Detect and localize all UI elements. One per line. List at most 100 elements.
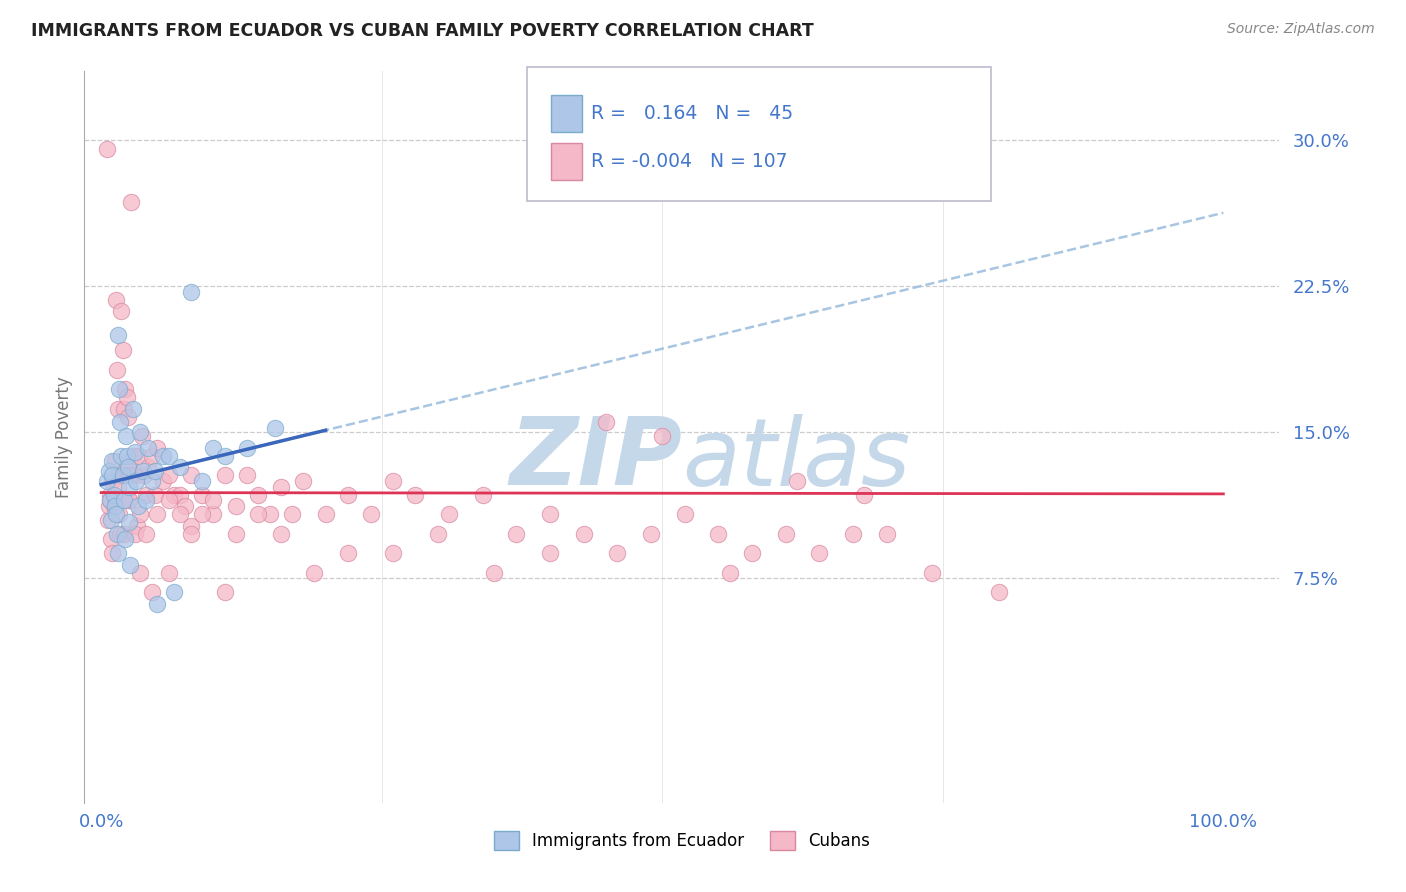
Cubans	[471, 488, 494, 502]
Immigrants from Ecuador	[107, 546, 129, 560]
Immigrants from Ecuador	[214, 449, 236, 463]
Cubans	[110, 304, 132, 318]
Cubans	[98, 493, 121, 508]
Cubans	[115, 390, 138, 404]
Immigrants from Ecuador	[191, 474, 214, 488]
Cubans	[104, 293, 127, 307]
Immigrants from Ecuador	[101, 468, 124, 483]
Cubans	[146, 441, 169, 455]
Immigrants from Ecuador	[110, 416, 132, 430]
Cubans	[876, 526, 898, 541]
Cubans	[132, 468, 155, 483]
Cubans	[141, 449, 163, 463]
Cubans	[381, 474, 404, 488]
Immigrants from Ecuador	[107, 327, 129, 342]
Cubans	[112, 526, 135, 541]
Cubans	[640, 526, 662, 541]
Immigrants from Ecuador	[121, 401, 143, 416]
Cubans	[180, 468, 202, 483]
Cubans	[108, 507, 131, 521]
Cubans	[118, 493, 141, 508]
Cubans	[163, 488, 186, 502]
Cubans	[214, 468, 236, 483]
Cubans	[108, 468, 131, 483]
Immigrants from Ecuador	[118, 480, 141, 494]
Immigrants from Ecuador	[114, 533, 136, 547]
Cubans	[143, 488, 166, 502]
Cubans	[104, 493, 127, 508]
Cubans	[707, 526, 730, 541]
Immigrants from Ecuador	[143, 464, 166, 478]
Cubans	[247, 488, 270, 502]
Cubans	[157, 468, 180, 483]
Immigrants from Ecuador	[118, 515, 141, 529]
Immigrants from Ecuador	[115, 429, 138, 443]
Text: IMMIGRANTS FROM ECUADOR VS CUBAN FAMILY POVERTY CORRELATION CHART: IMMIGRANTS FROM ECUADOR VS CUBAN FAMILY …	[31, 22, 814, 40]
Cubans	[120, 468, 142, 483]
Immigrants from Ecuador	[129, 425, 152, 440]
Cubans	[118, 460, 141, 475]
Immigrants from Ecuador	[115, 449, 138, 463]
Cubans	[169, 507, 191, 521]
Cubans	[128, 449, 150, 463]
Cubans	[169, 488, 191, 502]
Immigrants from Ecuador	[236, 441, 259, 455]
Cubans	[114, 382, 136, 396]
Cubans	[117, 409, 139, 424]
Cubans	[118, 493, 141, 508]
Cubans	[337, 546, 360, 560]
Cubans	[214, 585, 236, 599]
Immigrants from Ecuador	[100, 513, 122, 527]
Cubans	[842, 526, 865, 541]
Y-axis label: Family Poverty: Family Poverty	[55, 376, 73, 498]
Cubans	[304, 566, 326, 580]
Immigrants from Ecuador	[112, 493, 135, 508]
Cubans	[606, 546, 628, 560]
Cubans	[572, 526, 595, 541]
Cubans	[191, 507, 214, 521]
Cubans	[129, 566, 152, 580]
Cubans	[202, 493, 225, 508]
Cubans	[718, 566, 741, 580]
Immigrants from Ecuador	[125, 474, 148, 488]
Immigrants from Ecuador	[111, 468, 134, 483]
Cubans	[101, 546, 124, 560]
Cubans	[135, 488, 157, 502]
Cubans	[538, 546, 561, 560]
Cubans	[111, 343, 134, 358]
Cubans	[651, 429, 673, 443]
Cubans	[437, 507, 460, 521]
Immigrants from Ecuador	[98, 493, 121, 508]
Cubans	[921, 566, 943, 580]
Cubans	[97, 513, 120, 527]
Text: Source: ZipAtlas.com: Source: ZipAtlas.com	[1227, 22, 1375, 37]
Cubans	[157, 493, 180, 508]
Cubans	[180, 526, 202, 541]
Cubans	[180, 518, 202, 533]
Immigrants from Ecuador	[103, 488, 125, 502]
Immigrants from Ecuador	[157, 449, 180, 463]
Cubans	[112, 401, 135, 416]
Immigrants from Ecuador	[104, 507, 127, 521]
Cubans	[482, 566, 505, 580]
Immigrants from Ecuador	[96, 474, 118, 488]
Cubans	[129, 507, 152, 521]
Immigrants from Ecuador	[98, 464, 121, 478]
Cubans	[404, 488, 426, 502]
Immigrants from Ecuador	[104, 500, 127, 514]
Cubans	[315, 507, 337, 521]
Immigrants from Ecuador	[124, 444, 146, 458]
Cubans	[98, 488, 121, 502]
Cubans	[141, 585, 163, 599]
Cubans	[808, 546, 831, 560]
Cubans	[426, 526, 449, 541]
Cubans	[505, 526, 527, 541]
Cubans	[107, 401, 129, 416]
Immigrants from Ecuador	[105, 526, 128, 541]
Immigrants from Ecuador	[101, 454, 124, 468]
Immigrants from Ecuador	[152, 449, 174, 463]
Cubans	[191, 488, 214, 502]
Text: R =   0.164   N =   45: R = 0.164 N = 45	[591, 103, 793, 123]
Cubans	[100, 533, 122, 547]
Cubans	[110, 526, 132, 541]
